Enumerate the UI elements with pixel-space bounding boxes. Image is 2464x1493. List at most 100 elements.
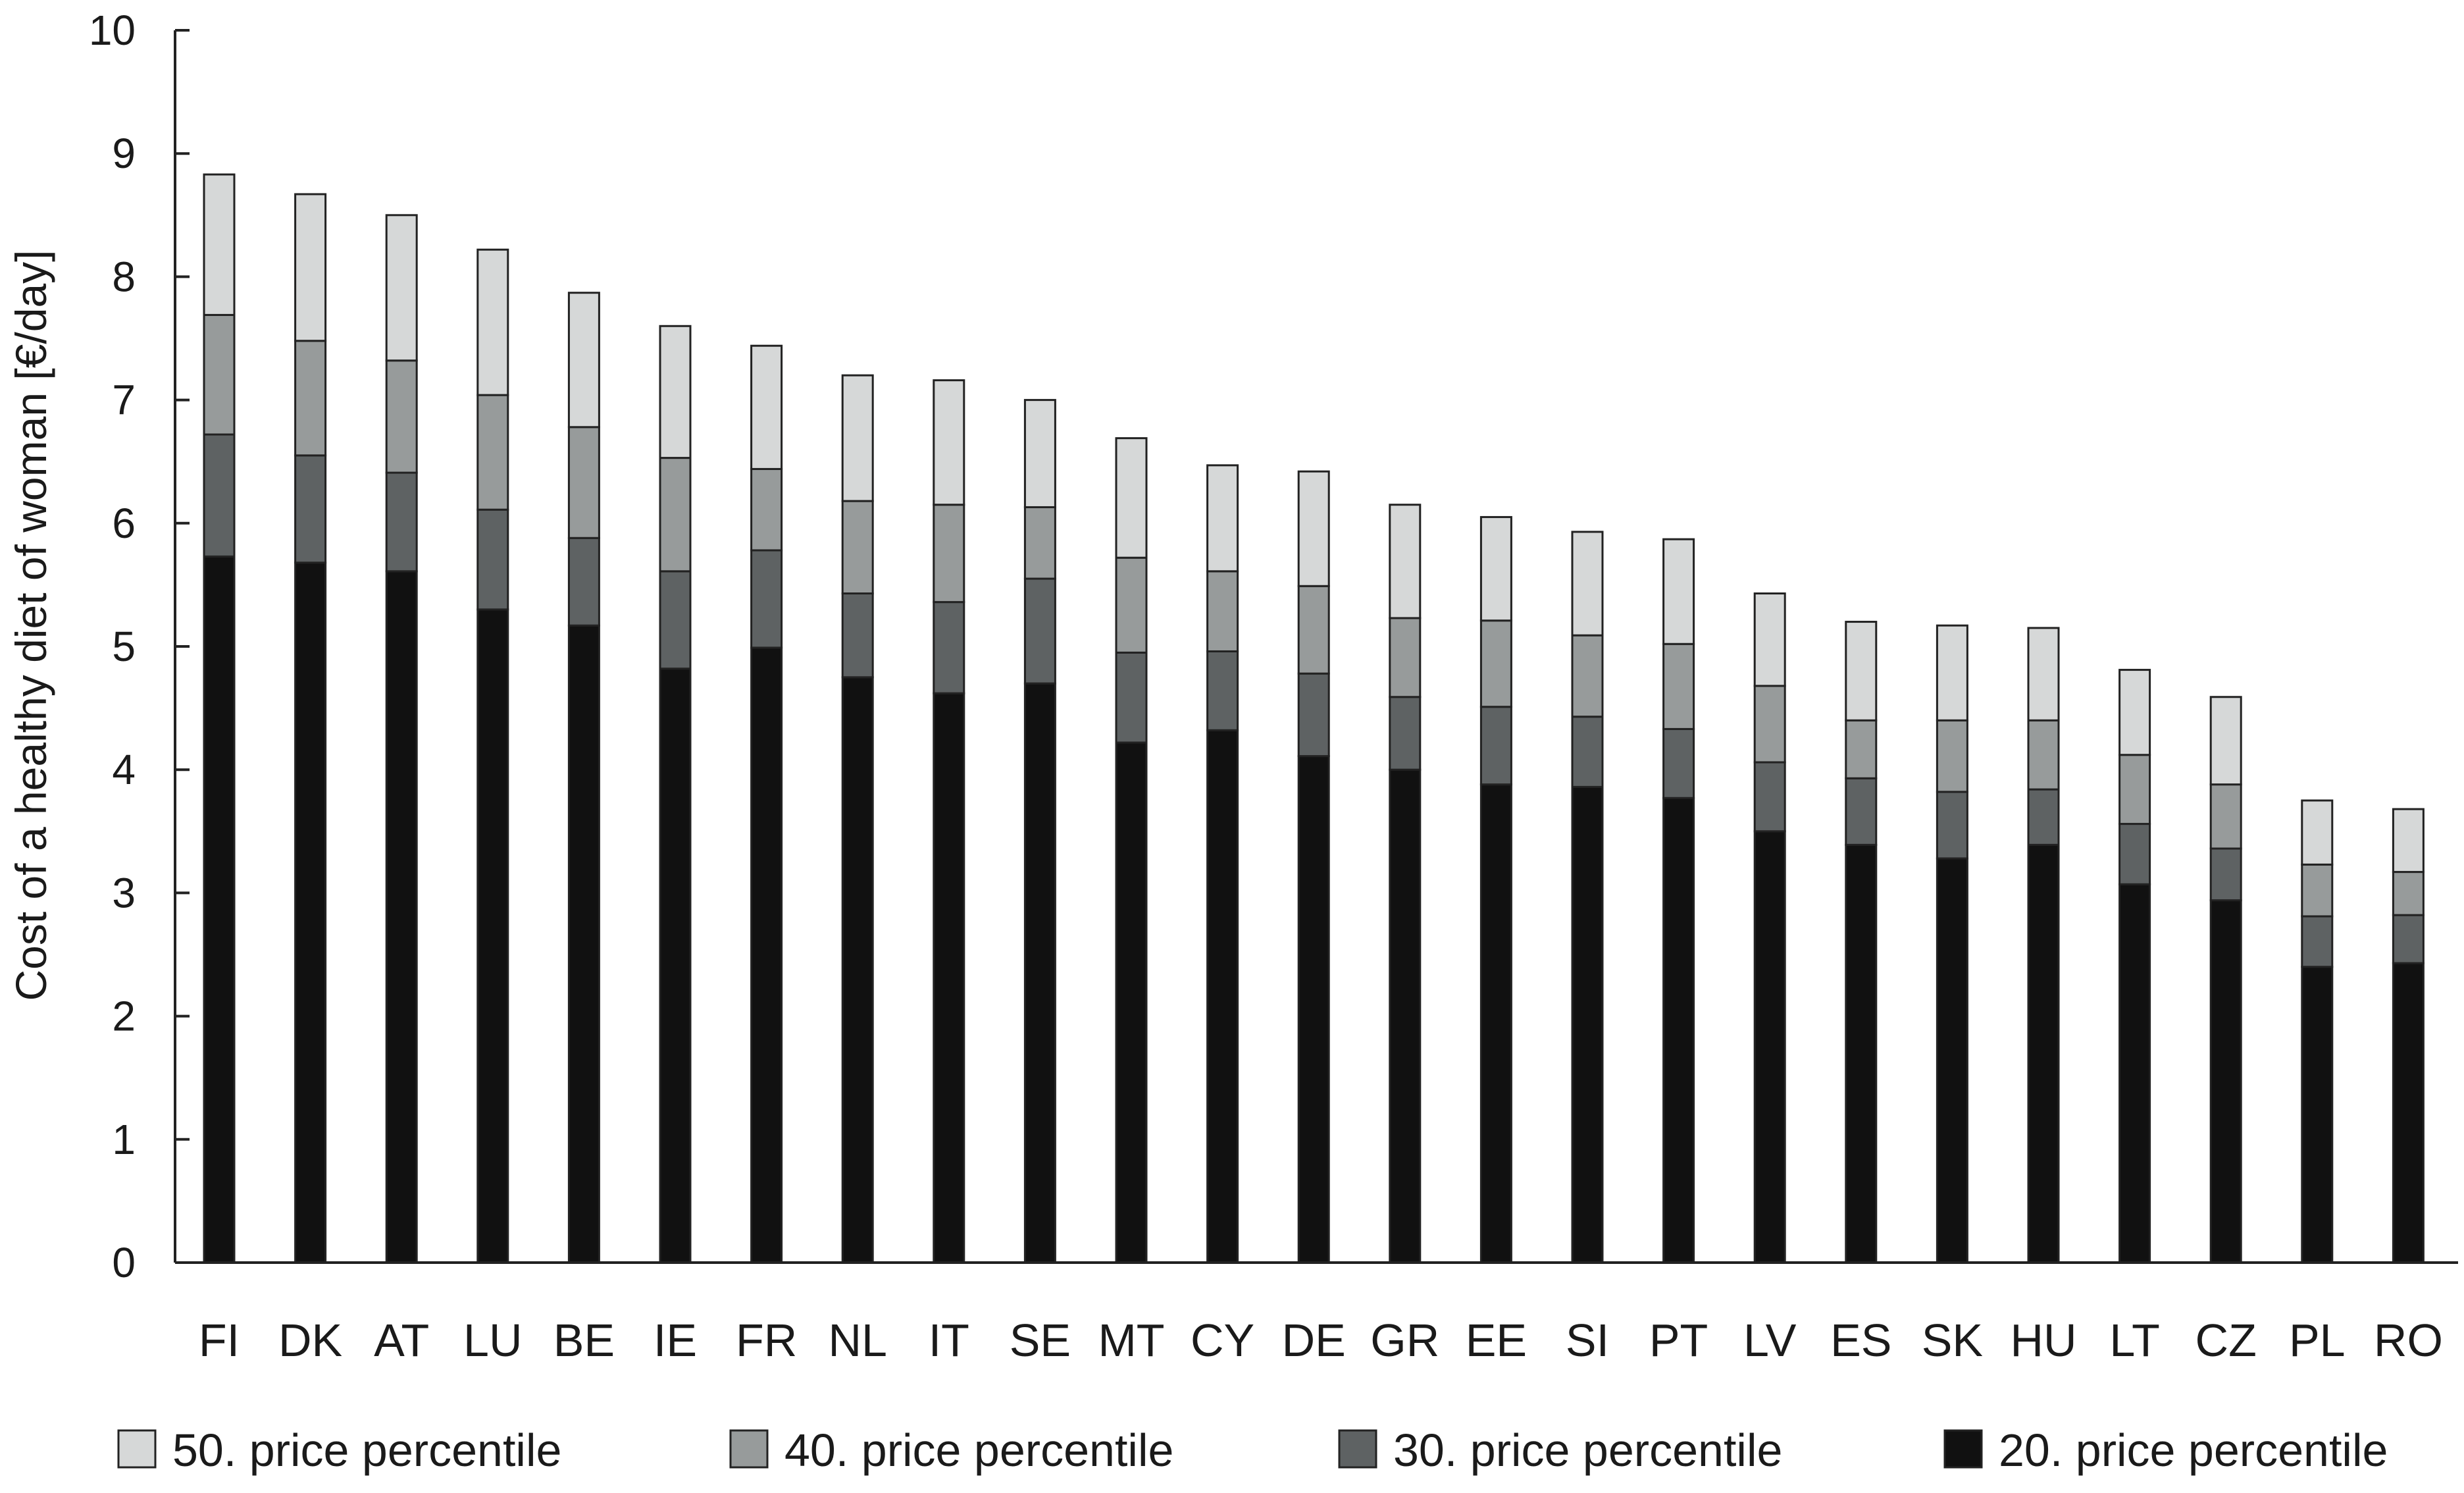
- bar-segment-be-s3: [567, 426, 600, 539]
- y-tick-label: 6: [112, 500, 136, 547]
- bar-segment-hu-s3: [2027, 719, 2060, 791]
- bar-segment-lu-s2: [476, 508, 509, 611]
- bar-segment-pl-s1: [2301, 966, 2334, 1264]
- bar-stacks: [203, 173, 2425, 1264]
- legend-label: 30. price percentile: [1393, 1425, 1782, 1476]
- bar-segment-be-s4: [567, 292, 600, 429]
- bar-segment-pl-s4: [2301, 799, 2334, 866]
- x-tick-label: FR: [736, 1315, 797, 1366]
- x-tick-label: CY: [1191, 1315, 1254, 1366]
- bar-stack-lu: [476, 248, 509, 1264]
- bar-segment-pt-s4: [1662, 538, 1695, 645]
- legend-swatch: [729, 1429, 769, 1469]
- x-tick-label: AT: [374, 1315, 429, 1366]
- y-axis-title: Cost of a healthy diet of woman [€/day]: [7, 250, 55, 1001]
- bar-segment-es-s4: [1845, 621, 1878, 721]
- bar-segment-de-s1: [1297, 755, 1330, 1264]
- bar-stack-ro: [2392, 808, 2425, 1264]
- legend-swatch: [1943, 1429, 1983, 1469]
- legend-swatch: [1338, 1429, 1377, 1469]
- bar-stack-se: [1023, 399, 1056, 1264]
- bar-segment-pl-s3: [2301, 863, 2334, 918]
- bar-stack-ie: [659, 325, 692, 1264]
- bar-segment-ro-s3: [2392, 871, 2425, 916]
- x-tick-label: NL: [828, 1315, 886, 1366]
- bar-stack-gr: [1389, 504, 1422, 1264]
- x-tick-label: BE: [553, 1315, 615, 1366]
- bar-segment-pl-s2: [2301, 915, 2334, 968]
- bar-segment-hu-s1: [2027, 843, 2060, 1264]
- legend-item: 40. price percentile: [729, 1425, 1173, 1476]
- bar-stack-pt: [1662, 538, 1695, 1264]
- x-tick-label: IE: [654, 1315, 697, 1366]
- bar-segment-se-s4: [1023, 399, 1056, 508]
- bar-segment-lt-s3: [2118, 754, 2151, 825]
- bar-segment-gr-s2: [1389, 696, 1422, 771]
- y-tick-label: 9: [112, 130, 136, 177]
- bar-stack-nl: [841, 374, 874, 1264]
- bar-segment-sk-s3: [1936, 719, 1968, 793]
- bar-segment-fr-s2: [750, 549, 783, 649]
- x-tick-label: ES: [1830, 1315, 1891, 1366]
- bar-segment-at-s3: [385, 359, 418, 474]
- bar-segment-de-s3: [1297, 585, 1330, 675]
- bar-segment-si-s3: [1571, 634, 1604, 718]
- bar-stack-si: [1571, 531, 1604, 1264]
- y-tick-label: 10: [89, 7, 136, 54]
- bar-stack-lt: [2118, 669, 2151, 1264]
- bar-segment-fr-s4: [750, 344, 783, 470]
- y-tick-label: 8: [112, 253, 136, 300]
- bar-stack-cz: [2209, 696, 2242, 1264]
- bar-segment-it-s3: [933, 504, 965, 604]
- bar-segment-sk-s4: [1936, 624, 1968, 721]
- bar-segment-fr-s1: [750, 646, 783, 1264]
- bar-segment-cz-s3: [2209, 783, 2242, 850]
- x-tick-label: CZ: [2195, 1315, 2257, 1366]
- bar-stack-be: [567, 292, 600, 1264]
- bar-stack-de: [1297, 470, 1330, 1264]
- bar-segment-cy-s1: [1206, 729, 1239, 1264]
- bar-segment-it-s4: [933, 379, 965, 506]
- legend-item: 30. price percentile: [1338, 1425, 1782, 1476]
- bar-segment-nl-s1: [841, 676, 874, 1264]
- bar-segment-fi-s3: [203, 313, 236, 436]
- bar-segment-mt-s3: [1115, 556, 1148, 654]
- legend-swatch: [117, 1429, 157, 1469]
- bar-segment-es-s2: [1845, 777, 1878, 846]
- bar-stack-at: [385, 214, 418, 1264]
- bar-segment-be-s1: [567, 624, 600, 1264]
- legend-label: 20. price percentile: [1999, 1425, 2388, 1476]
- x-tick-label: SI: [1566, 1315, 1609, 1366]
- legend: 50. price percentile 40. price percentile…: [117, 1425, 2388, 1476]
- bar-segment-at-s2: [385, 471, 418, 573]
- x-tick-label: LU: [463, 1315, 522, 1366]
- y-tick-label: 1: [112, 1116, 136, 1163]
- bar-segment-lv-s1: [1753, 830, 1786, 1264]
- y-tick-label: 0: [112, 1239, 136, 1286]
- bar-segment-cy-s2: [1206, 650, 1239, 731]
- bar-segment-mt-s1: [1115, 741, 1148, 1264]
- bar-segment-dk-s3: [294, 340, 327, 457]
- bar-stack-cy: [1206, 464, 1239, 1264]
- bar-segment-mt-s2: [1115, 651, 1148, 744]
- bar-stack-it: [933, 379, 965, 1264]
- legend-item: 20. price percentile: [1943, 1425, 2388, 1476]
- bar-stack-ee: [1479, 515, 1512, 1264]
- bar-segment-cy-s4: [1206, 464, 1239, 573]
- bar-segment-ro-s1: [2392, 962, 2425, 1264]
- bar-segment-si-s4: [1571, 531, 1604, 637]
- bar-segment-ie-s4: [659, 325, 692, 459]
- x-tick-label: PT: [1649, 1315, 1708, 1366]
- bar-segment-es-s3: [1845, 719, 1878, 779]
- bar-segment-hu-s4: [2027, 627, 2060, 721]
- bar-segment-cz-s4: [2209, 696, 2242, 786]
- bar-segment-gr-s1: [1389, 768, 1422, 1264]
- bar-segment-lt-s2: [2118, 823, 2151, 885]
- bar-segment-ie-s1: [659, 668, 692, 1264]
- bar-segment-se-s2: [1023, 577, 1056, 685]
- bar-segment-fi-s2: [203, 433, 236, 558]
- bar-segment-ee-s2: [1479, 706, 1512, 786]
- x-tick-label: EE: [1466, 1315, 1527, 1366]
- legend-label: 40. price percentile: [784, 1425, 1173, 1476]
